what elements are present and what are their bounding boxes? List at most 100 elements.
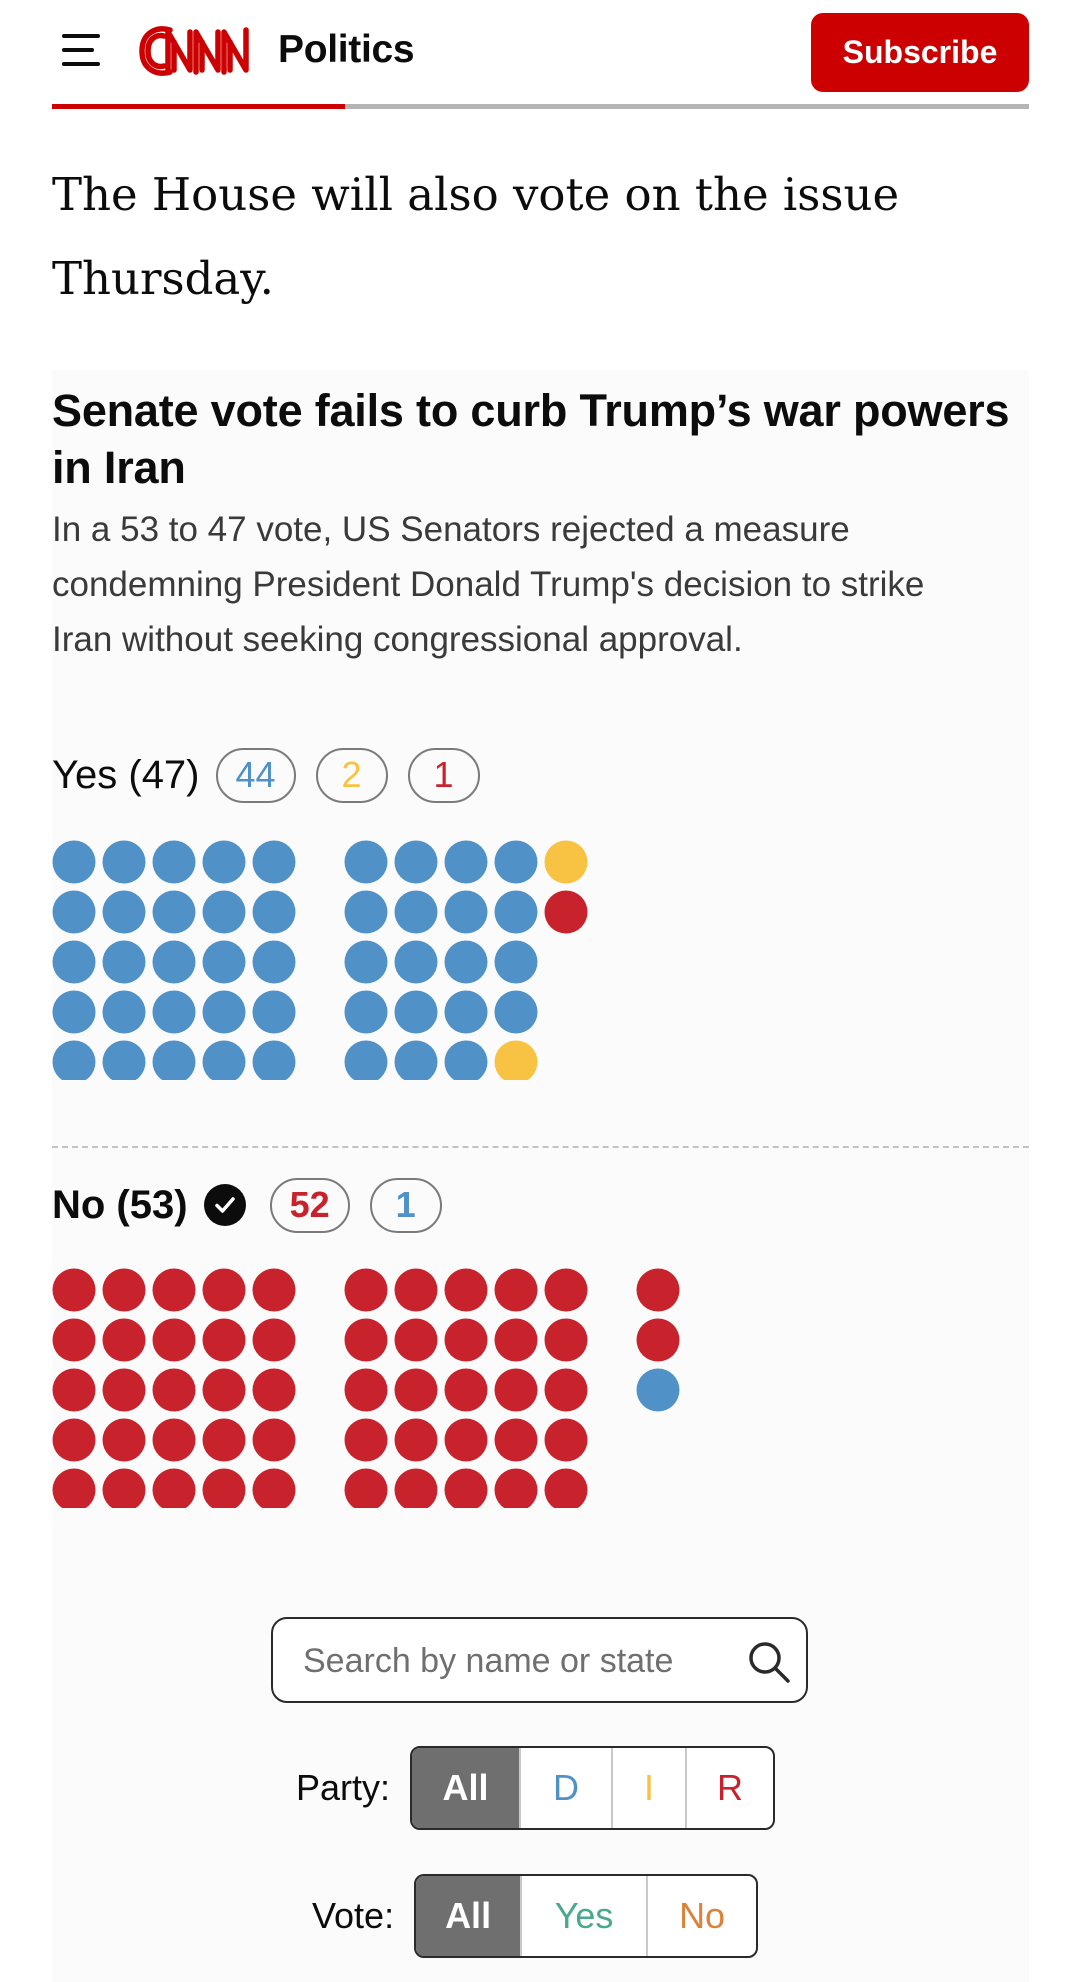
no-vote-dot-republican (202, 1318, 246, 1362)
no-count-badge-republican: 52 (269, 1177, 350, 1233)
search-icon[interactable] (744, 1637, 794, 1687)
no-vote-dot-republican (252, 1318, 296, 1362)
yes-vote-dot-democrat (252, 840, 296, 884)
yes-vote-dot-democrat (102, 990, 146, 1034)
senate-vote-graphic: Senate vote fails to curb Trump’s war po… (52, 370, 1029, 1982)
no-vote-dot-republican (152, 1318, 196, 1362)
no-vote-dot-republican (394, 1268, 438, 1312)
no-vote-dot-republican (394, 1468, 438, 1508)
no-vote-dot-republican (202, 1468, 246, 1508)
yes-count-badge-democrat: 44 (215, 747, 296, 803)
vote-filter-all[interactable]: All (416, 1876, 521, 1956)
vote-filter-label: Vote: (312, 1895, 395, 1936)
senator-search-input[interactable] (303, 1635, 733, 1687)
no-tally-row: No (53) 52 1 (52, 1176, 462, 1234)
no-vote-dot-republican (494, 1318, 538, 1362)
reading-progress-fill (52, 104, 346, 109)
yes-vote-dot-democrat (52, 1040, 96, 1080)
yes-vote-dot-democrat (494, 990, 538, 1034)
section-divider (52, 1146, 1029, 1148)
party-filter-all[interactable]: All (412, 1748, 520, 1828)
yes-vote-dot-democrat (102, 1040, 146, 1080)
yes-vote-dot-democrat (394, 890, 438, 934)
yes-vote-dot-democrat (394, 1040, 438, 1080)
no-vote-dot-republican (394, 1368, 438, 1412)
no-vote-dot-republican (102, 1368, 146, 1412)
party-filter-republican[interactable]: R (685, 1748, 773, 1828)
yes-vote-dot-democrat (252, 890, 296, 934)
no-vote-dot-republican (152, 1368, 196, 1412)
no-votes-dot-grid (52, 1268, 680, 1508)
yes-vote-dot-democrat (202, 940, 246, 984)
graphic-description: In a 53 to 47 vote, US Senators rejected… (52, 510, 925, 659)
party-filter-label: Party: (296, 1767, 391, 1808)
yes-count-badge-independent: 2 (315, 747, 388, 803)
yes-vote-dot-democrat (344, 890, 388, 934)
yes-vote-dot-democrat (102, 940, 146, 984)
yes-vote-dot-democrat (494, 840, 538, 884)
no-vote-dot-republican (444, 1418, 488, 1462)
no-vote-dot-republican (444, 1268, 488, 1312)
yes-vote-dot-independent (544, 840, 588, 884)
vote-filter: Vote: All Yes No (312, 1874, 759, 1958)
yes-tally-label: Yes (47) (52, 752, 200, 797)
no-vote-dot-republican (636, 1318, 680, 1362)
no-vote-dot-republican (394, 1418, 438, 1462)
yes-vote-dot-democrat (444, 940, 488, 984)
no-vote-dot-republican (344, 1368, 388, 1412)
yes-vote-dot-democrat (494, 940, 538, 984)
no-vote-dot-republican (494, 1268, 538, 1312)
yes-vote-dot-democrat (202, 890, 246, 934)
section-title[interactable]: Politics (278, 28, 415, 71)
yes-vote-dot-democrat (152, 940, 196, 984)
no-vote-dot-republican (102, 1468, 146, 1508)
vote-filter-no[interactable]: No (646, 1876, 756, 1956)
senator-search-box[interactable] (271, 1617, 808, 1703)
yes-vote-dot-democrat (52, 940, 96, 984)
yes-vote-dot-democrat (52, 840, 96, 884)
no-vote-dot-republican (102, 1418, 146, 1462)
yes-vote-dot-democrat (52, 890, 96, 934)
no-vote-dot-republican (344, 1268, 388, 1312)
no-count-badge-democrat: 1 (369, 1177, 442, 1233)
party-filter-independent[interactable]: I (611, 1748, 685, 1828)
yes-vote-dot-democrat (202, 840, 246, 884)
no-vote-dot-democrat (636, 1368, 680, 1412)
no-vote-dot-republican (202, 1368, 246, 1412)
cnn-logo[interactable] (134, 20, 260, 82)
no-vote-dot-republican (52, 1468, 96, 1508)
yes-tally-row: Yes (47) 44 2 1 (52, 746, 500, 804)
subscribe-button[interactable]: Subscribe (811, 13, 1029, 92)
vote-filter-segmented-control: All Yes No (414, 1874, 759, 1958)
no-vote-dot-republican (494, 1418, 538, 1462)
yes-vote-dot-democrat (252, 1040, 296, 1080)
no-vote-dot-republican (102, 1318, 146, 1362)
no-vote-dot-republican (494, 1468, 538, 1508)
no-vote-dot-republican (252, 1268, 296, 1312)
reading-progress-bar (52, 104, 1029, 109)
yes-vote-dot-democrat (344, 840, 388, 884)
hamburger-menu-icon[interactable] (58, 28, 108, 72)
no-vote-dot-republican (52, 1368, 96, 1412)
yes-vote-dot-democrat (152, 1040, 196, 1080)
no-vote-dot-republican (252, 1468, 296, 1508)
no-vote-dot-republican (252, 1418, 296, 1462)
yes-vote-dot-democrat (394, 940, 438, 984)
yes-vote-dot-democrat (152, 990, 196, 1034)
no-vote-dot-republican (344, 1318, 388, 1362)
no-vote-dot-republican (102, 1268, 146, 1312)
graphic-title: Senate vote fails to curb Trump’s war po… (52, 385, 1010, 493)
no-vote-dot-republican (544, 1268, 588, 1312)
no-vote-dot-republican (494, 1368, 538, 1412)
yes-vote-dot-democrat (344, 940, 388, 984)
no-vote-dot-republican (152, 1468, 196, 1508)
no-vote-dot-republican (344, 1468, 388, 1508)
no-vote-dot-republican (202, 1418, 246, 1462)
party-filter-democrat[interactable]: D (519, 1748, 611, 1828)
no-vote-dot-republican (152, 1268, 196, 1312)
party-filter-segmented-control: All D I R (410, 1746, 776, 1830)
vote-filter-yes[interactable]: Yes (520, 1876, 646, 1956)
no-vote-dot-republican (444, 1468, 488, 1508)
no-vote-dot-republican (636, 1268, 680, 1312)
site-header: Politics Subscribe (0, 0, 1080, 110)
